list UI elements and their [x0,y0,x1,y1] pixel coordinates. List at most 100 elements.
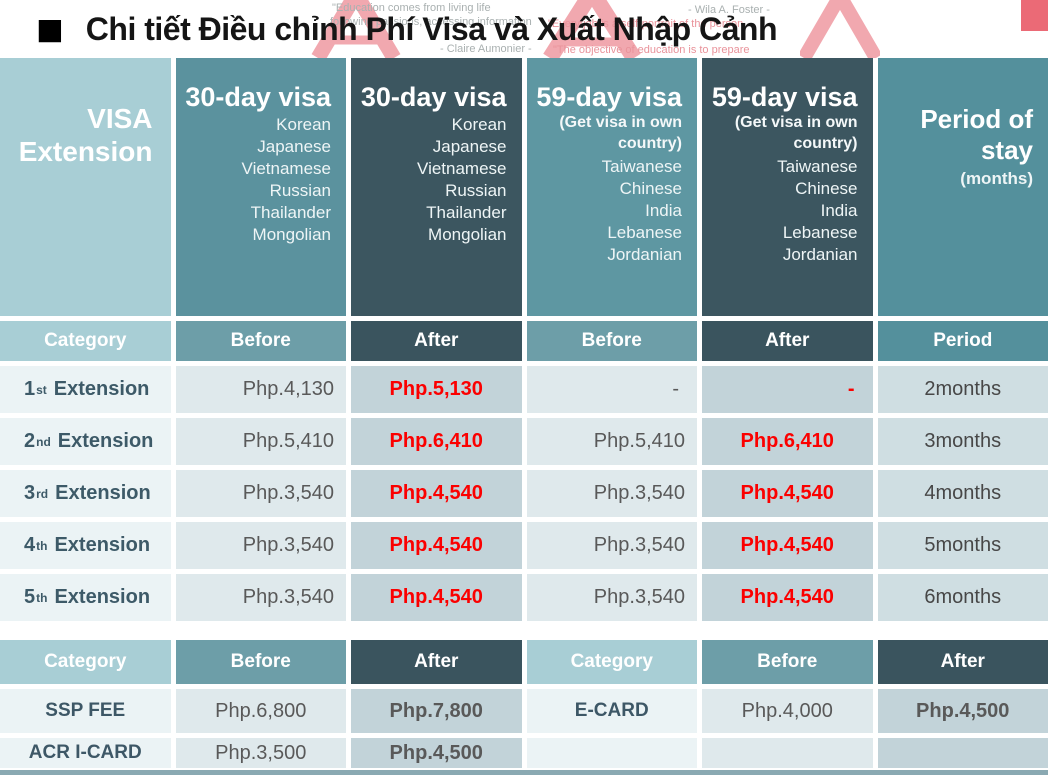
ordinal-number: 2 [24,430,36,452]
watermark-text: - Claire Aumonier - [440,43,532,55]
cell-after30: Php.4,540 [351,470,522,517]
cell-before30: Php.4,130 [175,366,346,413]
cell-after59: - [702,366,873,413]
cell-after59: Php.4,540 [702,574,873,621]
header-country-list: Korean Japanese Vietnamese Russian Thail… [417,115,507,244]
fees-header-category-right: Category [526,640,697,684]
fee-after-empty [877,738,1048,768]
cell-before59: Php.5,410 [526,418,697,465]
ordinal-word: Extension [57,430,154,452]
cell-after59: Php.4,540 [702,470,873,517]
cell-before30: Php.3,540 [175,574,346,621]
cell-before59: - [526,366,697,413]
cell-after59: Php.4,540 [702,522,873,569]
watermark-letter-icon [543,0,641,58]
ordinal-word: Extension [54,534,151,556]
subheader-category: Category [0,321,171,361]
header-30day-after: 30-day visa Korean Japanese Vietnamese R… [351,58,522,316]
fee-after-ecard: Php.4,500 [877,689,1048,733]
ordinal-number: 3 [24,482,36,504]
fee-before-acr-icard: Php.3,500 [175,738,346,768]
header-note: (Get visa in own country) [734,114,858,152]
cell-period: 4months [877,470,1048,517]
cell-before59: Php.3,540 [526,522,697,569]
subheader-period: Period [877,321,1048,361]
subheader-before-59: Before [526,321,697,361]
watermark-text: - Wila A. Foster - [688,4,770,16]
header-country-list: Taiwanese Chinese India Lebanese Jordani… [601,157,682,264]
cell-before30: Php.3,540 [175,522,346,569]
cell-before59: Php.3,540 [526,470,697,517]
other-fees-table: Category Before After Category Before Af… [0,640,1048,768]
ordinal-word: Extension [53,378,150,400]
fees-header-before-right: Before [702,640,873,684]
fees-header-after-right: After [877,640,1048,684]
header-59day-after: 59-day visa (Get visa in own country) Ta… [702,58,873,316]
ordinal-word: Extension [54,586,151,608]
subheader-before-30: Before [175,321,346,361]
ordinal-number: 1 [24,378,36,400]
watermark-text: following passions, accessing informatio… [330,16,532,28]
ordinal-number: 4 [24,534,36,556]
cell-after30: Php.6,410 [351,418,522,465]
header-country-list: Korean Japanese Vietnamese Russian Thail… [241,115,331,244]
cell-before30: Php.3,540 [175,470,346,517]
fee-before-ssp: Php.6,800 [175,689,346,733]
cell-period: 5months [877,522,1048,569]
cell-after30: Php.4,540 [351,522,522,569]
watermark-letter-icon [800,0,880,58]
header-note: (months) [960,169,1033,188]
fee-label-ssp: SSP FEE [0,689,171,733]
fee-label-ecard: E-CARD [526,689,697,733]
subheader-after-59: After [702,321,873,361]
fee-after-acr-icard: Php.4,500 [351,738,522,768]
page-title: ■ Chi tiết Điều chỉnh Phí Visa và Xuất N… [36,3,778,55]
header-country-list: Taiwanese Chinese India Lebanese Jordani… [777,157,858,264]
fee-label-acr-icard: ACR I-CARD [0,738,171,768]
header-59day-before: 59-day visa (Get visa in own country) Ta… [526,58,697,316]
cell-before30: Php.5,410 [175,418,346,465]
header-note: (Get visa in own country) [559,114,682,152]
cell-after59: Php.6,410 [702,418,873,465]
fees-header-after-left: After [351,640,522,684]
watermark-text: "The objective of education is to prepar… [553,44,750,56]
header-title: 30-day visa [185,82,331,112]
watermark-text: "Every job is a self-portrait of the per… [548,18,744,30]
fee-before-empty [702,738,873,768]
header-30day-before: 30-day visa Korean Japanese Vietnamese R… [175,58,346,316]
header-visa-extension: VISA Extension [0,58,171,316]
fee-label-empty [526,738,697,768]
title-band: "Education comes from living life follow… [0,0,1048,58]
header-period-of-stay: Period of stay (months) [877,58,1048,316]
watermark-text: "Education comes from living life [332,2,491,14]
header-title: 59-day visa [711,82,858,112]
cell-before59: Php.3,540 [526,574,697,621]
header-title: 30-day visa [360,82,507,112]
header-title: Period of stay [920,104,1033,165]
watermark-bar [1021,0,1048,31]
subheader-after-30: After [351,321,522,361]
ordinal-number: 5 [24,586,36,608]
ordinal-word: Extension [55,482,151,504]
watermark-letter-icon [311,0,401,58]
square-bullet-icon: ■ [36,3,64,55]
header-title: 59-day visa [536,82,682,112]
bottom-divider [0,770,1048,775]
visa-extension-table: VISA Extension 30-day visa Korean Japane… [0,58,1048,621]
cell-period: 6months [877,574,1048,621]
cell-after30: Php.4,540 [351,574,522,621]
cell-period: 2months [877,366,1048,413]
fees-header-before-left: Before [175,640,346,684]
fees-header-category-left: Category [0,640,171,684]
cell-period: 3months [877,418,1048,465]
fee-after-ssp: Php.7,800 [351,689,522,733]
fee-before-ecard: Php.4,000 [702,689,873,733]
page-title-text: Chi tiết Điều chỉnh Phí Visa và Xuất Nhậ… [85,10,778,47]
cell-after30: Php.5,130 [351,366,522,413]
